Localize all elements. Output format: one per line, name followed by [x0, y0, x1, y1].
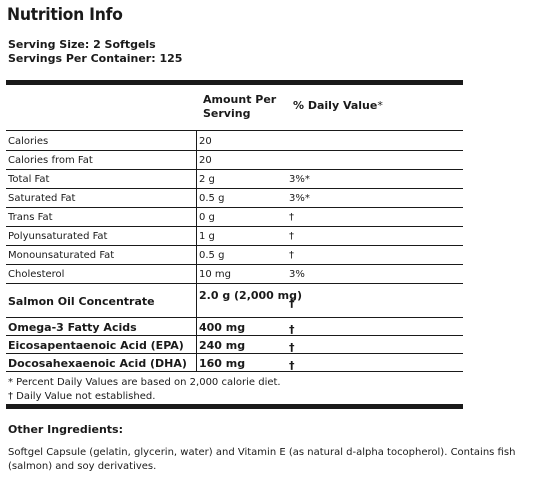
footnote-percent-dv: * Percent Daily Values are based on 2,00… — [8, 377, 281, 388]
nutrient-name: Trans Fat — [8, 212, 53, 223]
nutrient-name: Total Fat — [8, 174, 50, 185]
row-divider — [6, 188, 463, 189]
nutrient-amount: 10 mg — [199, 269, 231, 280]
header-daily-value: % Daily Value* — [293, 99, 383, 113]
servings-per-container: Servings Per Container: 125 — [8, 52, 183, 65]
nutrient-amount: 0.5 g — [199, 193, 225, 204]
nutrient-amount: 0.5 g — [199, 250, 225, 261]
nutrient-amount: 400 mg — [199, 321, 246, 334]
nutrient-name: Calories — [8, 136, 49, 147]
row-divider — [6, 169, 463, 170]
nutrient-amount: 2.0 g (2,000 mg) — [199, 289, 303, 302]
nutrient-daily-value: † — [289, 231, 294, 242]
nutrient-daily-value: † — [289, 359, 295, 372]
other-ingredients-text: Softgel Capsule (gelatin, glycerin, wate… — [8, 447, 516, 472]
nutrient-amount: 20 — [199, 155, 212, 166]
nutrient-name: Saturated Fat — [8, 193, 76, 204]
row-divider — [6, 335, 463, 336]
page-title: Nutrition Info — [7, 5, 123, 25]
row-divider — [6, 207, 463, 208]
table-top-rule — [6, 80, 463, 85]
nutrient-amount: 240 mg — [199, 339, 246, 352]
row-divider — [6, 264, 463, 265]
nutrient-daily-value: † — [289, 212, 294, 223]
nutrient-daily-value: † — [289, 323, 295, 336]
nutrient-name: Docosahexaenoic Acid (DHA) — [8, 357, 187, 370]
row-divider — [6, 353, 463, 354]
row-divider — [6, 130, 463, 131]
header-daily-value-mark: * — [377, 99, 383, 112]
serving-size: Serving Size: 2 Softgels — [8, 38, 156, 51]
nutrient-name: Salmon Oil Concentrate — [8, 295, 155, 308]
nutrient-daily-value: † — [289, 250, 294, 261]
row-divider — [6, 150, 463, 151]
footnote-dagger: † Daily Value not established. — [8, 391, 156, 402]
row-divider — [6, 283, 463, 284]
row-divider — [6, 226, 463, 227]
row-divider — [6, 371, 463, 372]
nutrient-name: Omega-3 Fatty Acids — [8, 321, 137, 334]
nutrient-amount: 0 g — [199, 212, 215, 223]
nutrient-name: Calories from Fat — [8, 155, 93, 166]
nutrient-name: Monounsaturated Fat — [8, 250, 115, 261]
row-divider — [6, 245, 463, 246]
column-divider — [196, 130, 197, 371]
header-amount-per-serving: Amount Per Serving — [203, 93, 277, 120]
header-daily-value-label: % Daily Value — [293, 99, 378, 112]
nutrient-daily-value: † — [289, 297, 295, 310]
nutrient-daily-value: † — [289, 341, 295, 354]
nutrient-daily-value: 3% — [289, 269, 305, 280]
nutrient-name: Eicosapentaenoic Acid (EPA) — [8, 339, 184, 352]
nutrient-amount: 1 g — [199, 231, 215, 242]
table-bottom-rule — [6, 404, 463, 409]
row-divider — [6, 317, 463, 318]
nutrient-amount: 160 mg — [199, 357, 246, 370]
other-ingredients-title: Other Ingredients: — [8, 423, 123, 436]
nutrient-amount: 2 g — [199, 174, 215, 185]
nutrient-daily-value: 3%* — [289, 193, 310, 204]
nutrient-amount: 20 — [199, 136, 212, 147]
nutrient-name: Cholesterol — [8, 269, 65, 280]
nutrient-name: Polyunsaturated Fat — [8, 231, 108, 242]
nutrient-daily-value: 3%* — [289, 174, 310, 185]
